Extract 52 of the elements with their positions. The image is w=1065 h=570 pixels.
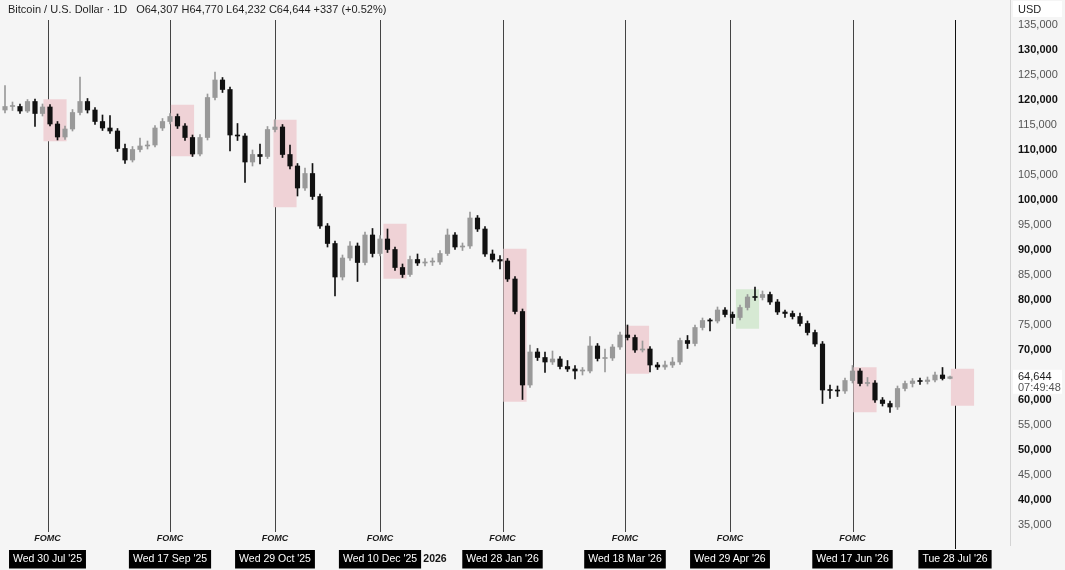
ref-line-label: FOMC (839, 533, 867, 544)
ref-line-label: FOMC (366, 533, 394, 544)
x-tick-label: Wed 29 Oct '25 (239, 552, 312, 565)
ref-line-label: FOMC (156, 533, 184, 544)
text: 64,644 (1018, 369, 1052, 382)
ref-line-label: FOMC (716, 533, 744, 544)
ref-line-label: FOMC (261, 533, 289, 544)
y-tick-label: 110,000 (1018, 143, 1058, 156)
y-tick-label: 60,000 (1018, 393, 1052, 406)
candlestick (827, 384, 833, 399)
x-tick-label: Wed 28 Jan '26 (466, 552, 539, 565)
x-tick-label: Wed 10 Dec '25 (342, 552, 418, 565)
x-tick-label: Wed 30 Jul '25 (13, 552, 83, 565)
y-tick-label: 130,000 (1018, 43, 1058, 56)
candlestick (107, 115, 113, 134)
x-tick-label: Wed 17 Sep '25 (132, 552, 208, 565)
y-tick-label: 75,000 (1018, 318, 1052, 331)
candlestick (542, 351, 548, 373)
chart-title: Bitcoin / U.S. Dollar · 1D (8, 3, 128, 16)
candlestick (602, 348, 608, 373)
y-tick-label: 100,000 (1018, 193, 1058, 206)
x-tick-label: Wed 29 Apr '26 (694, 552, 766, 565)
y-tick-label: 120,000 (1018, 93, 1058, 106)
y-axis-title: USD (1018, 2, 1042, 15)
y-tick-label: 45,000 (1018, 468, 1052, 481)
y-tick-label: 85,000 (1018, 268, 1052, 281)
bar (950, 368, 975, 406)
y-tick-label: 40,000 (1018, 493, 1052, 506)
y-tick-label: 135,000 (1018, 18, 1058, 31)
x-tick-label: 2026 (423, 552, 447, 565)
y-tick-label: 70,000 (1018, 343, 1052, 356)
y-tick-label: 125,000 (1018, 68, 1058, 81)
y-tick-label: 80,000 (1018, 293, 1052, 306)
y-tick-label: 50,000 (1018, 443, 1052, 456)
candlestick (2, 85, 8, 114)
y-tick-label: 115,000 (1018, 118, 1057, 131)
x-tick-label: Wed 18 Mar '26 (588, 552, 662, 565)
ref-line-label: FOMC (611, 533, 639, 544)
y-tick-label: 95,000 (1018, 218, 1052, 231)
y-tick-label: 90,000 (1018, 243, 1052, 256)
ref-line-label: FOMC (489, 533, 517, 544)
candlestick (497, 255, 503, 270)
candlestick (752, 286, 758, 301)
ref-line-label: FOMC (34, 533, 62, 544)
y-tick-label: 105,000 (1018, 168, 1058, 181)
x-tick-label: Tue 28 Jul '26 (922, 552, 988, 565)
y-tick-label: 35,000 (1018, 518, 1052, 531)
candlestick (272, 119, 278, 133)
y-tick-label: 55,000 (1018, 418, 1052, 431)
candlestick (257, 143, 263, 165)
chart-subtitle: O64,307 H64,770 L64,232 C64,644 +337 (+0.52%) (136, 3, 387, 16)
x-tick-label: Wed 17 Jun '26 (816, 552, 889, 565)
